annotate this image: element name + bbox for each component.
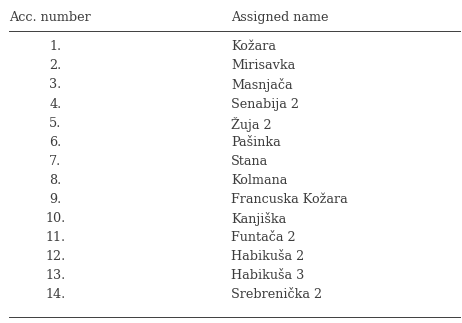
Text: 12.: 12.: [45, 250, 66, 263]
Text: 7.: 7.: [49, 155, 61, 168]
Text: 3.: 3.: [49, 78, 61, 91]
Text: 6.: 6.: [49, 136, 61, 149]
Text: 14.: 14.: [45, 288, 66, 301]
Text: Srebrenička 2: Srebrenička 2: [231, 288, 322, 301]
Text: 5.: 5.: [49, 117, 61, 130]
Text: Kožara: Kožara: [231, 40, 276, 53]
Text: Mirisavka: Mirisavka: [231, 59, 295, 72]
Text: 2.: 2.: [49, 59, 61, 72]
Text: 11.: 11.: [45, 231, 66, 244]
Text: Kanjiška: Kanjiška: [231, 212, 286, 226]
Text: Habikuša 2: Habikuša 2: [231, 250, 304, 263]
Text: 13.: 13.: [45, 269, 66, 282]
Text: 10.: 10.: [45, 212, 66, 225]
Text: Pašinka: Pašinka: [231, 136, 281, 149]
Text: Assigned name: Assigned name: [231, 11, 328, 24]
Text: Kolmana: Kolmana: [231, 174, 287, 187]
Text: 4.: 4.: [49, 98, 61, 110]
Text: Senabija 2: Senabija 2: [231, 98, 299, 110]
Text: Funtača 2: Funtača 2: [231, 231, 296, 244]
Text: Stana: Stana: [231, 155, 268, 168]
Text: Francuska Kožara: Francuska Kožara: [231, 193, 348, 206]
Text: Žuja 2: Žuja 2: [231, 117, 272, 131]
Text: 9.: 9.: [49, 193, 61, 206]
Text: Habikuša 3: Habikuša 3: [231, 269, 304, 282]
Text: Acc. number: Acc. number: [9, 11, 91, 24]
Text: Masnjača: Masnjača: [231, 78, 292, 92]
Text: 1.: 1.: [49, 40, 61, 53]
Text: 8.: 8.: [49, 174, 61, 187]
